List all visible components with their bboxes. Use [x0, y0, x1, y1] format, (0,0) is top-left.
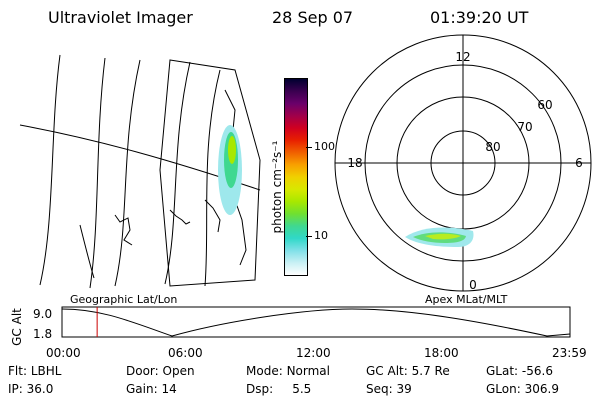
- mlt-label-12: 12: [455, 50, 470, 64]
- instrument-title: Ultraviolet Imager: [48, 8, 193, 27]
- colorbar-tick-100: [306, 147, 312, 148]
- gcalt-status: GC Alt: 5.7 Re: [366, 364, 450, 378]
- gain-status: Gain: 14: [126, 382, 177, 396]
- time-label: 01:39:20 UT: [430, 8, 529, 27]
- glat-status: GLat: -56.6: [486, 364, 553, 378]
- colorbar: [284, 78, 308, 276]
- glat-label: GLat:: [486, 364, 519, 378]
- timeline-y-label: GC Alt: [10, 308, 24, 346]
- gcalt-value: 5.7 Re: [411, 364, 450, 378]
- mlt-label-18: 18: [347, 156, 362, 170]
- filter-status: Flt: LBHL: [8, 364, 61, 378]
- lat-label-70: 70: [517, 120, 532, 134]
- timeline-chart: [61, 306, 571, 338]
- colorbar-tick-label-100: 100: [314, 140, 335, 153]
- colorbar-unit-label: photon cm⁻²s⁻¹: [270, 140, 284, 234]
- gain-label: Gain:: [126, 382, 158, 396]
- dsp-label: Dsp:: [246, 382, 274, 396]
- lat-label-80: 80: [485, 140, 500, 154]
- timeline-x-tick-3: 18:00: [424, 346, 459, 360]
- colorbar-tick-label-10: 10: [314, 229, 328, 242]
- ip-value: 36.0: [26, 382, 54, 396]
- glon-status: GLon: 306.9: [486, 382, 559, 396]
- ip-status: IP: 36.0: [8, 382, 53, 396]
- geographic-map: [19, 54, 261, 289]
- date-label: 28 Sep 07: [272, 8, 354, 27]
- dsp-status: Dsp: 5.5: [246, 382, 311, 396]
- seq-label: Seq:: [366, 382, 393, 396]
- mode-label: Mode:: [246, 364, 283, 378]
- timeline-x-tick-2: 12:00: [296, 346, 331, 360]
- timeline-y-tick-high: 9.0: [33, 307, 53, 321]
- polar-plot: 12 18 6 0 60 70 80: [334, 34, 592, 292]
- timeline-x-tick-0: 00:00: [46, 346, 81, 360]
- seq-value: 39: [396, 382, 412, 396]
- timeline-y-tick-low: 1.8: [33, 327, 53, 341]
- timeline-left-title: Geographic Lat/Lon: [70, 293, 178, 306]
- door-status: Door: Open: [126, 364, 195, 378]
- filter-label: Flt:: [8, 364, 27, 378]
- colorbar-tick-10: [306, 236, 312, 237]
- glon-value: 306.9: [524, 382, 559, 396]
- lat-label-60: 60: [537, 98, 552, 112]
- seq-status: Seq: 39: [366, 382, 412, 396]
- mlt-label-0: 0: [469, 278, 477, 292]
- door-label: Door:: [126, 364, 159, 378]
- glon-label: GLon:: [486, 382, 521, 396]
- dsp-value: 5.5: [292, 382, 312, 396]
- timeline-x-tick-4: 23:59: [552, 346, 587, 360]
- door-value: Open: [162, 364, 195, 378]
- gain-value: 14: [161, 382, 177, 396]
- mode-status: Mode: Normal: [246, 364, 330, 378]
- mode-value: Normal: [286, 364, 330, 378]
- filter-value: LBHL: [30, 364, 62, 378]
- gcalt-label: GC Alt:: [366, 364, 408, 378]
- glat-value: -56.6: [521, 364, 553, 378]
- timeline-x-tick-1: 06:00: [168, 346, 203, 360]
- ip-label: IP:: [8, 382, 23, 396]
- timeline-right-title: Apex MLat/MLT: [425, 293, 508, 306]
- mlt-label-6: 6: [575, 156, 583, 170]
